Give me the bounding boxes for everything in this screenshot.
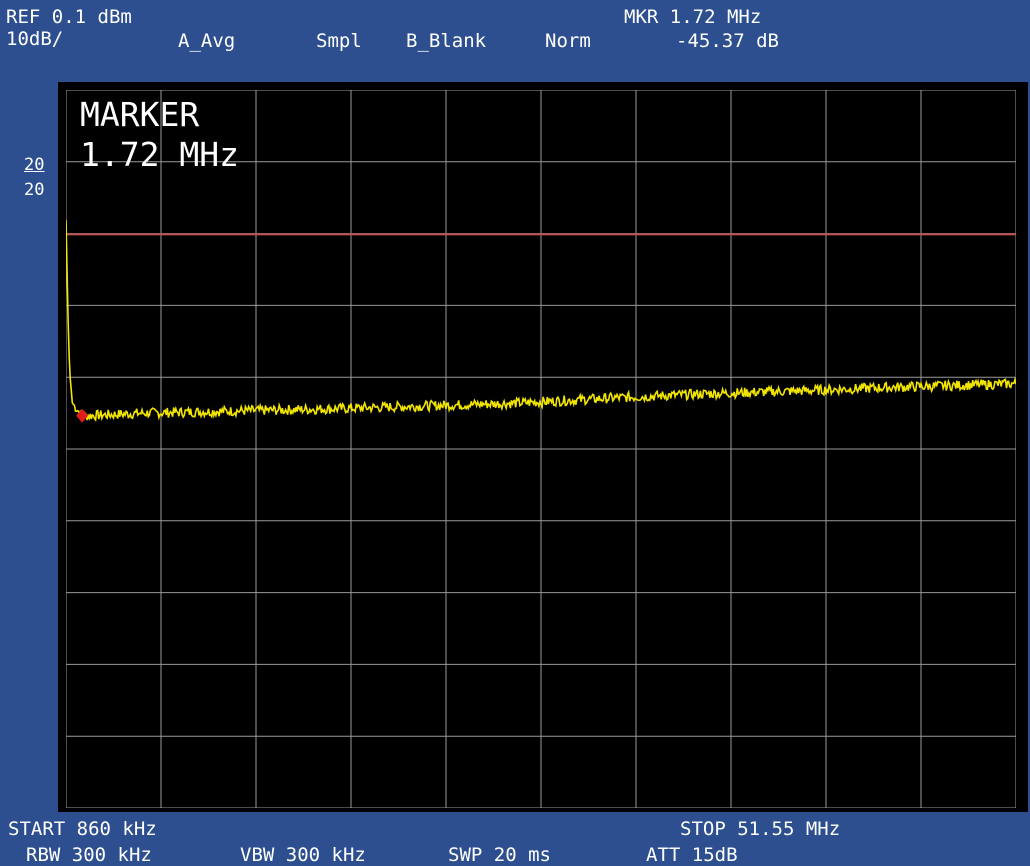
trace-line	[66, 219, 1016, 422]
marker-value: 1.72 MHz	[80, 135, 239, 174]
video-bandwidth: VBW 300 kHz	[240, 844, 366, 866]
ref-level-readout: REF 0.1 dBm	[6, 6, 132, 28]
left-scale-top: 20	[24, 155, 45, 175]
display-mode: Norm	[545, 30, 591, 52]
sweep-time: SWP 20 ms	[448, 844, 551, 866]
analyzer-screen: MARKER 1.72 MHz	[58, 82, 1028, 812]
trace-a-mode: A_Avg	[178, 30, 236, 52]
marker-point	[76, 408, 89, 423]
scale-readout: 10dB/	[6, 28, 64, 50]
attenuation: ATT 15dB	[646, 844, 738, 866]
marker-frequency-readout: MKR 1.72 MHz	[624, 6, 762, 28]
trace-b-mode: B_Blank	[406, 30, 487, 52]
left-scale-bottom: 20	[24, 180, 45, 200]
stop-frequency: STOP 51.55 MHz	[680, 818, 841, 840]
resolution-bandwidth: RBW 300 kHz	[26, 844, 152, 866]
marker-label: MARKER	[80, 95, 199, 134]
start-frequency: START 860 kHz	[8, 818, 157, 840]
detector-mode: Smpl	[316, 30, 362, 52]
marker-level-readout: -45.37 dB	[676, 30, 779, 52]
